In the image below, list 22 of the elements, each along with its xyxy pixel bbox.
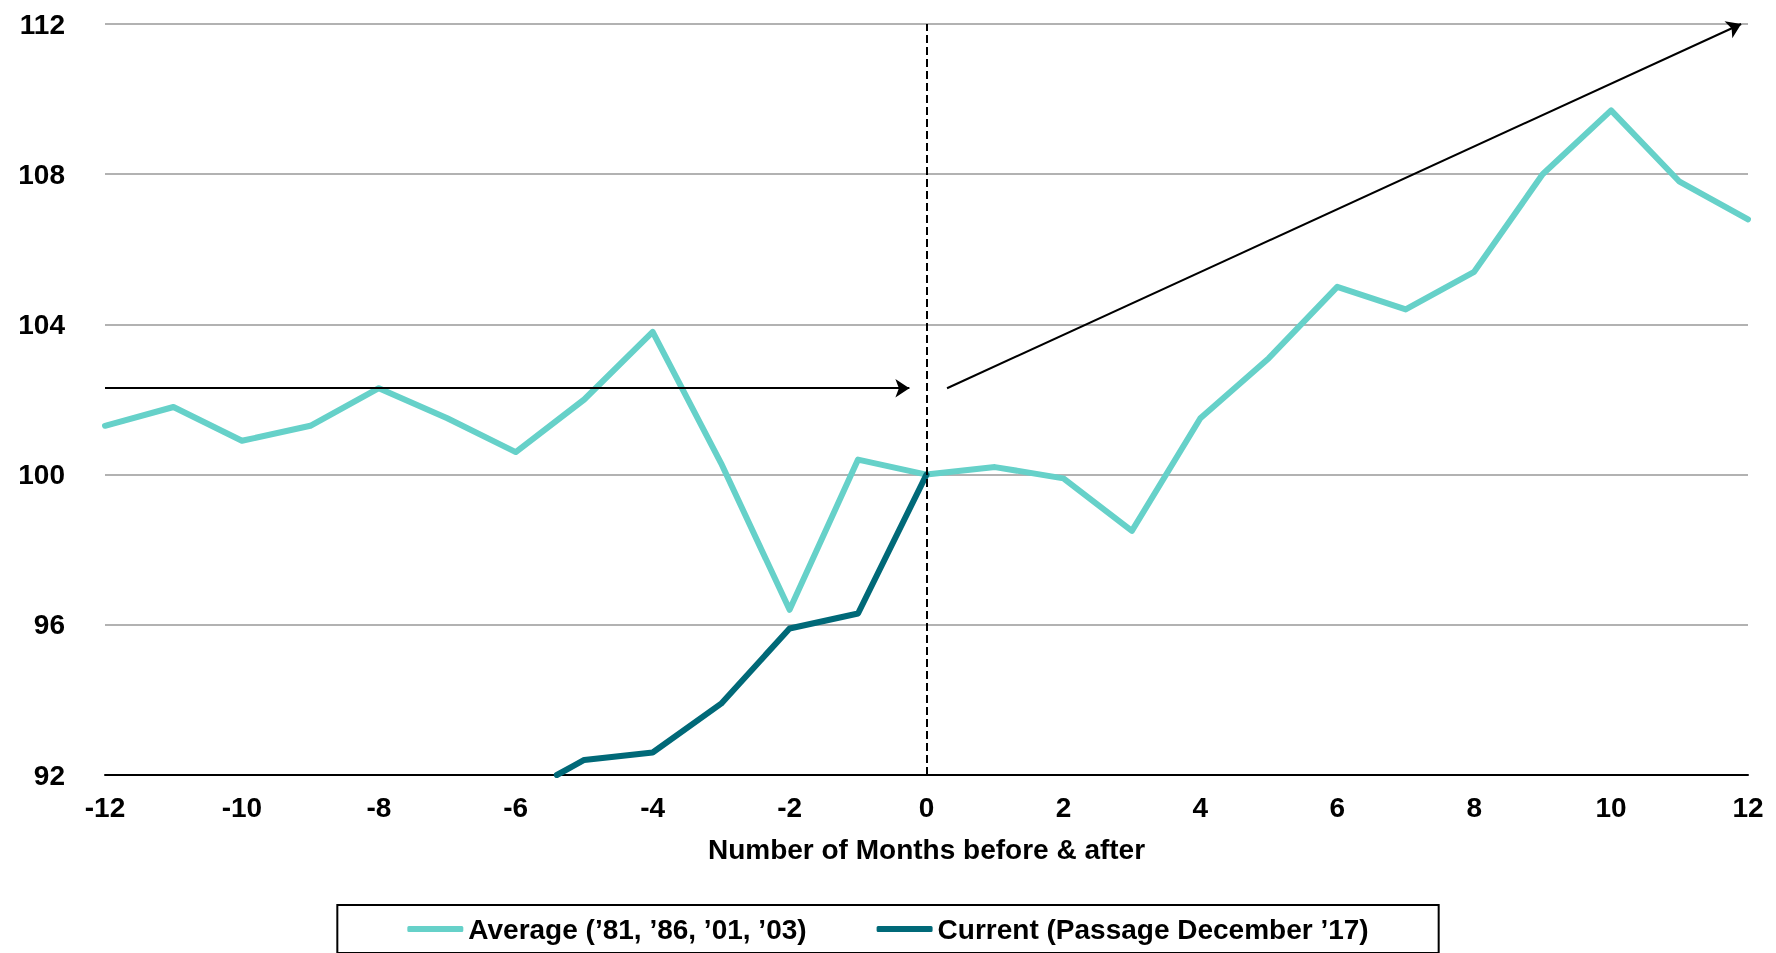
y-tick-label: 100 (18, 459, 65, 491)
x-tick-label: 4 (1192, 791, 1209, 823)
legend-label: Average (’81, ’86, ’01, ’03) (468, 913, 807, 945)
x-tick-label: 8 (1466, 791, 1482, 823)
x-tick-label: -12 (84, 791, 126, 823)
x-tick-label: -10 (221, 791, 263, 823)
y-tick-label: 96 (33, 609, 65, 641)
x-tick-label: -8 (366, 791, 392, 823)
x-tick-label: 0 (918, 791, 935, 823)
legend-label: Current (Passage December ’17) (937, 913, 1369, 945)
x-tick-label: 10 (1595, 791, 1627, 823)
x-tick-label: -4 (640, 791, 666, 823)
y-tick-label: 112 (19, 8, 65, 40)
x-axis-title: Number of Months before & after (707, 833, 1146, 865)
x-tick-label: 6 (1329, 791, 1346, 823)
y-tick-label: 92 (33, 759, 65, 791)
x-tick-label: 2 (1055, 791, 1072, 823)
y-tick-label: 104 (18, 308, 66, 340)
x-tick-label: -2 (777, 791, 803, 823)
x-tick-label: 12 (1732, 791, 1764, 823)
y-tick-label: 108 (18, 158, 65, 190)
x-tick-label: -6 (503, 791, 529, 823)
